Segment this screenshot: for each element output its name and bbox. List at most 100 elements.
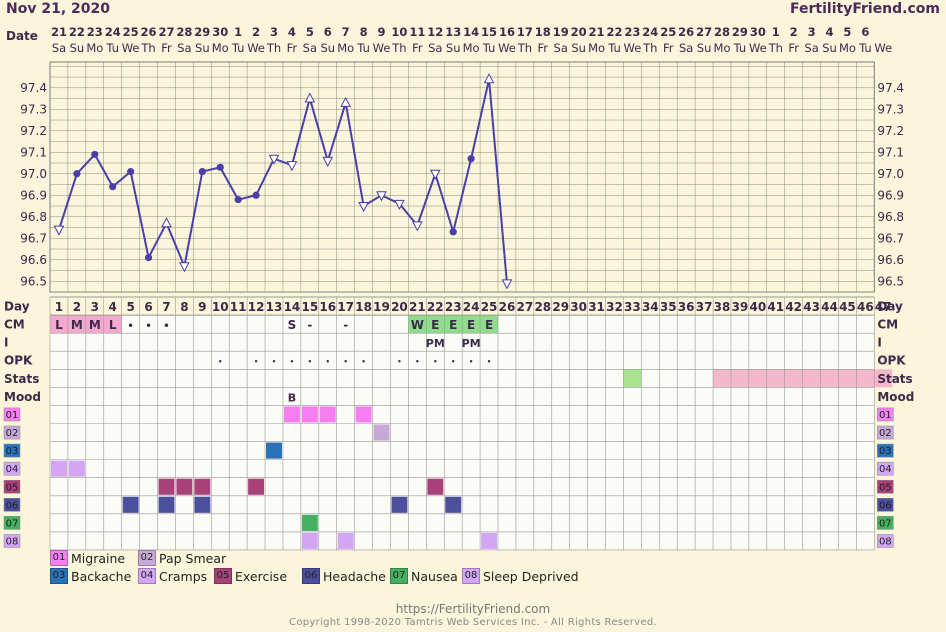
symptom-code-badge-right (877, 443, 894, 458)
symptom-code-badge-right (877, 479, 894, 494)
temperature-point (198, 168, 206, 176)
legend-label: Headache (323, 568, 386, 584)
symptom-code-right: 08 (879, 536, 892, 547)
symptom-code-badge-left (3, 498, 21, 512)
legend-item-exercise: 05 Exercise (214, 568, 287, 584)
date-tick-label: 11 (409, 25, 425, 39)
opk-dot (398, 360, 401, 363)
intercourse-mark: PM (462, 337, 481, 350)
date-tick-label: 27 (158, 25, 174, 39)
temperature-point-open (340, 96, 352, 107)
weekday-tick-label: Mo (463, 41, 480, 55)
cycle-day-label: 17 (337, 300, 354, 314)
date-tick-label: 25 (660, 25, 676, 39)
cycle-day-label: 23 (445, 300, 462, 314)
y-tick-label-left: 97.0 (20, 167, 47, 181)
temperature-point-open (483, 73, 495, 84)
cm-cell-fill (444, 315, 463, 334)
temperature-line (58, 78, 508, 284)
weekday-tick-label: Su (822, 41, 837, 55)
date-tick-label: 27 (696, 25, 712, 39)
cycle-day-label: 8 (180, 300, 188, 314)
symptom-code-right: 03 (879, 446, 892, 457)
symptom-code-badge-left (3, 516, 21, 530)
weekday-tick-label: Mo (714, 41, 731, 55)
temperature-point-open (286, 161, 298, 172)
cycle-day-label: 41 (767, 300, 784, 314)
temperature-point (216, 163, 224, 171)
symptom-code-right: 04 (879, 464, 892, 475)
weekday-tick-label: Sa (428, 41, 442, 55)
cycle-day-label: 22 (427, 300, 444, 314)
opk-dot (272, 360, 276, 363)
date-tick-label: 30 (212, 25, 228, 39)
date-tick-label: 19 (553, 25, 569, 39)
opk-dot (434, 360, 437, 363)
legend-label: Exercise (235, 568, 288, 584)
temperature-point (127, 168, 135, 176)
stats-bar (623, 369, 642, 388)
temperature-point-open (179, 262, 190, 273)
symptom-code-badge-right (877, 516, 894, 530)
date-tick-label: 26 (141, 25, 157, 39)
cycle-day-label: 45 (839, 300, 856, 314)
temperature-point-open (53, 225, 65, 236)
date-tick-label: 6 (861, 25, 869, 39)
mood-mark: B (288, 391, 296, 404)
opk-dot (416, 360, 419, 363)
opk-dot (487, 360, 491, 363)
temperature-point-open (304, 92, 316, 103)
cm-mark: E (449, 318, 457, 332)
symptom-cell (373, 424, 390, 441)
temperature-point-open (394, 199, 405, 210)
weekday-tick-label: Sa (679, 41, 693, 55)
cycle-day-label: 9 (198, 300, 206, 314)
symptom-cell (176, 478, 193, 495)
weekday-tick-label: Su (571, 41, 586, 55)
legend-item-headache: 06 Headache (302, 568, 386, 584)
cycle-day-label: 7 (162, 300, 170, 314)
y-tick-label-right: 97.0 (877, 167, 904, 181)
temperature-point (252, 191, 260, 199)
cycle-day-label: 20 (391, 300, 408, 314)
y-tick-label-left: 96.6 (20, 253, 47, 267)
legend-label: Migraine (71, 550, 126, 566)
temperature-point-open (268, 154, 280, 165)
row-label-left: I (4, 336, 8, 350)
temperature-point-open (376, 191, 387, 202)
symptom-cell (158, 496, 175, 513)
cm-cell-fill (480, 315, 498, 334)
row-label-left: Mood (4, 390, 41, 404)
cycle-day-label: 44 (821, 300, 838, 314)
weekday-tick-label: Fr (161, 41, 172, 55)
weekday-tick-label: Fr (538, 41, 549, 55)
symptom-code-left: 07 (6, 518, 19, 529)
date-tick-label: 4 (288, 25, 296, 39)
footer-url[interactable]: https://FertilityFriend.com (395, 602, 551, 616)
weekday-tick-label: Sa (804, 41, 818, 55)
weekday-tick-label: Tu (733, 41, 747, 55)
date-tick-label: 2 (252, 25, 260, 39)
y-tick-label-right: 97.1 (877, 145, 904, 159)
weekday-tick-label: Th (768, 41, 783, 55)
weekday-tick-label: We (749, 41, 767, 55)
brand-name[interactable]: FertilityFriend.com (790, 1, 940, 17)
symptom-code-left: 08 (6, 536, 19, 547)
cycle-day-label: 1 (55, 300, 63, 314)
opk-dot (290, 360, 294, 363)
opk-dot (326, 360, 329, 363)
date-tick-label: 18 (535, 25, 551, 39)
cycle-day-label: 47 (875, 300, 892, 314)
temperature-point-open (358, 202, 369, 213)
symptom-code-badge-left (3, 534, 21, 548)
cycle-day-label: 28 (534, 300, 551, 314)
weekday-tick-label: Su (70, 41, 85, 55)
weekday-tick-label: Th (517, 41, 532, 55)
legend-item-migraine: 01 Migraine (50, 550, 125, 566)
y-tick-label-left: 96.9 (20, 188, 47, 202)
symptom-code-badge-left (3, 407, 21, 422)
cycle-day-label: 16 (319, 300, 336, 314)
cm-mark: M (71, 318, 83, 332)
weekday-tick-label: Su (320, 41, 335, 55)
cycle-day-label: 10 (212, 300, 229, 314)
